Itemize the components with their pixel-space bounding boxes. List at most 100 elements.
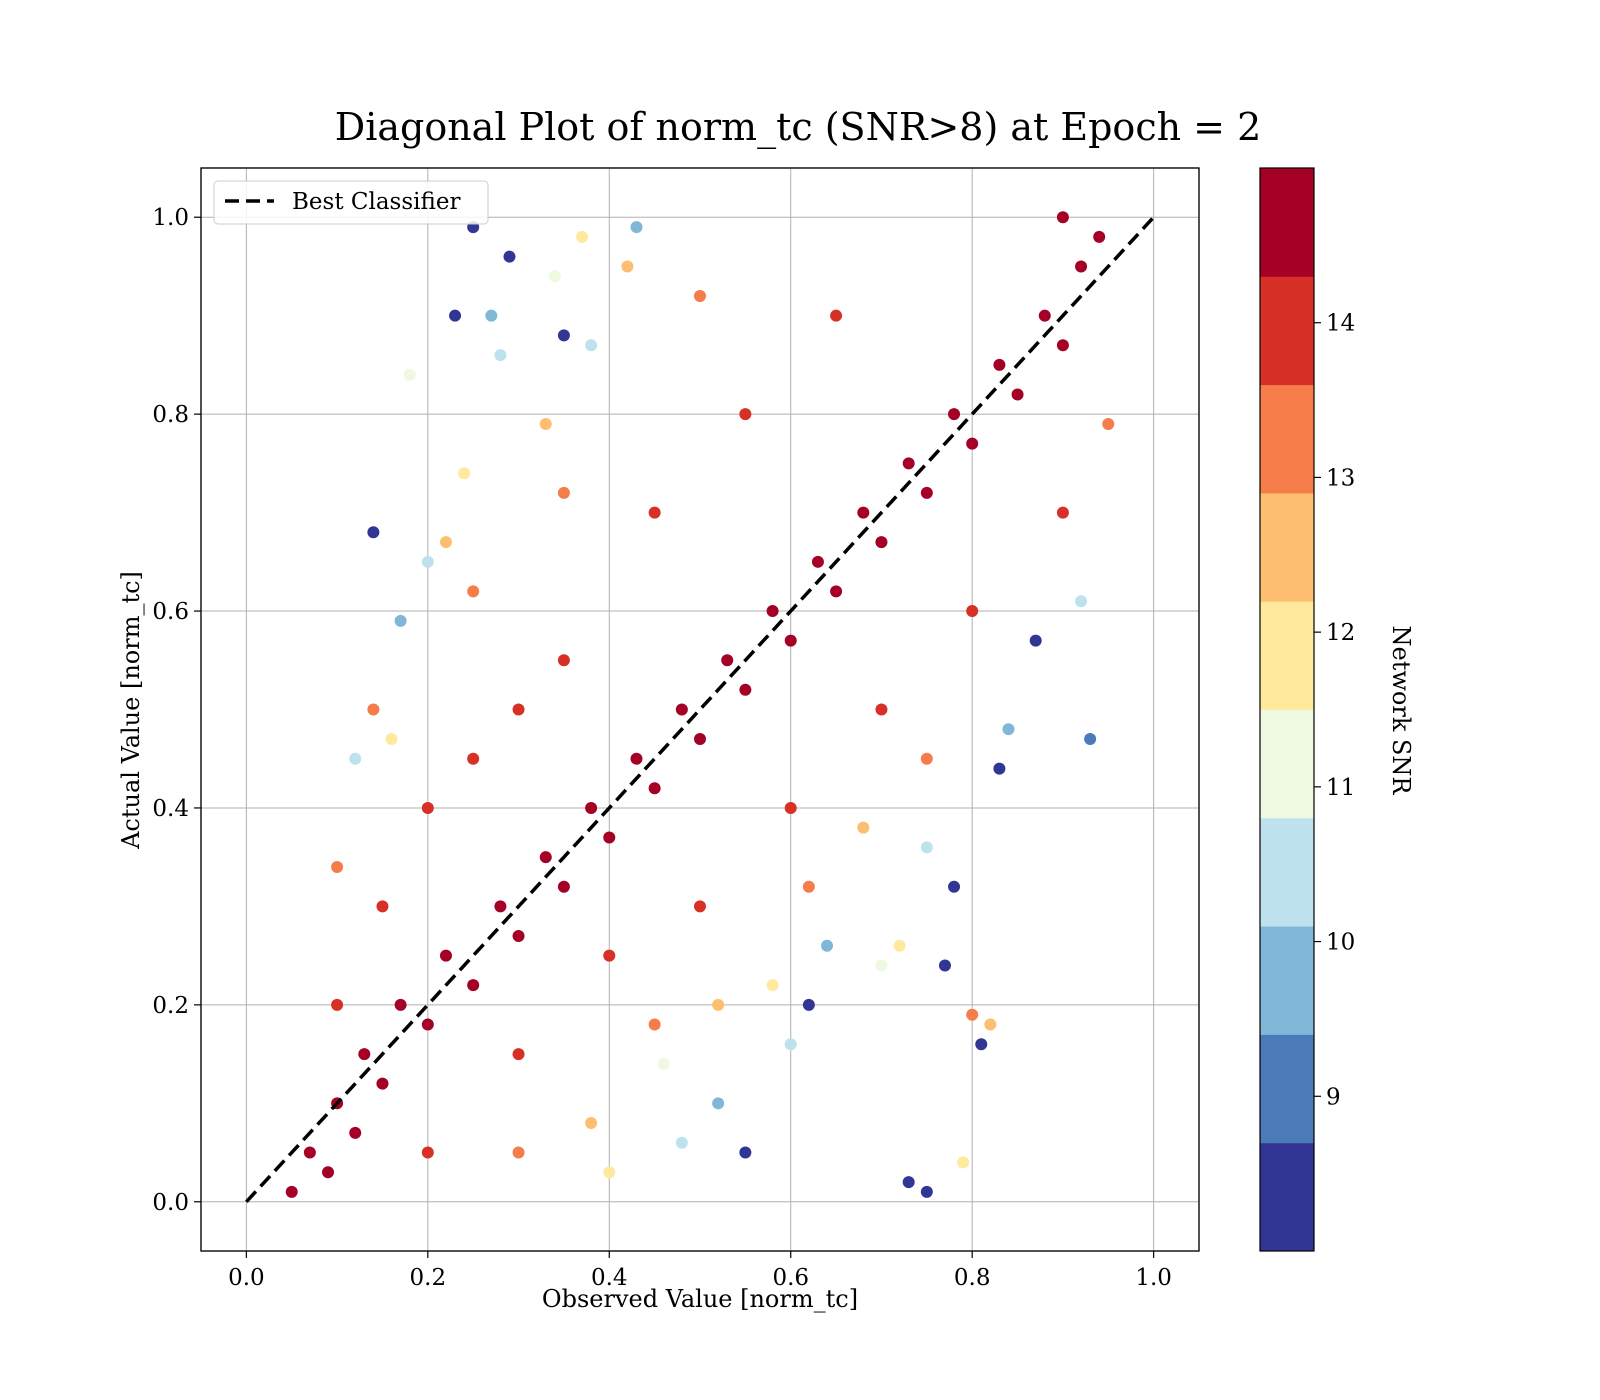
scatter-point	[449, 309, 462, 322]
scatter-point	[557, 486, 570, 499]
scatter-point	[512, 1048, 525, 1061]
scatter-point	[1002, 723, 1015, 736]
scatter-point	[694, 733, 706, 746]
scatter-point	[557, 654, 570, 667]
legend-entry-label: Best Classifier	[292, 189, 460, 215]
plot-area	[200, 167, 1200, 1252]
y-tick-label: 0.8	[152, 402, 189, 428]
colorbar-bands	[1260, 168, 1314, 1252]
scatter-point	[385, 733, 398, 746]
colorbar-band	[1260, 168, 1314, 277]
x-tick-label: 0.8	[954, 1265, 991, 1291]
scatter-point	[766, 979, 779, 992]
scatter-point	[739, 408, 752, 421]
scatter-point	[331, 998, 344, 1011]
scatter-point	[648, 506, 661, 519]
colorbar-band	[1260, 276, 1314, 386]
best-classifier-line	[245, 216, 1155, 1203]
colorbar-band	[1260, 817, 1314, 927]
scatter-point	[1075, 260, 1088, 273]
scatter-point	[957, 1156, 970, 1169]
colorbar-label: Network SNR	[1387, 626, 1415, 796]
scatter-point	[367, 526, 380, 539]
colorbar-tick-label: 13	[1326, 465, 1355, 491]
scatter-point	[811, 555, 824, 568]
scatter-point	[603, 949, 616, 962]
scatter-point	[512, 929, 525, 942]
scatter-point	[675, 1136, 688, 1149]
scatter-point	[984, 1018, 997, 1031]
scatter-point	[585, 801, 598, 814]
scatter-point	[467, 585, 480, 598]
scatter-point	[1056, 339, 1069, 352]
scatter-point	[830, 585, 843, 598]
scatter-point	[802, 998, 815, 1011]
scatter-point	[721, 654, 734, 667]
scatter-point	[739, 1146, 752, 1159]
scatter-point	[548, 270, 561, 283]
scatter-point	[766, 605, 779, 618]
scatter-point	[857, 821, 870, 834]
scatter-point	[1011, 388, 1024, 401]
scatter-point	[539, 851, 552, 864]
x-axis-label: Observed Value [norm_tc]	[542, 1285, 858, 1313]
grid	[201, 168, 1199, 1251]
x-tick-label: 0.6	[772, 1265, 809, 1291]
colorbar-band	[1260, 926, 1314, 1035]
scatter-point	[421, 555, 434, 568]
scatter-point	[739, 683, 752, 696]
scatter-point	[1056, 211, 1069, 224]
scatter-point	[394, 998, 407, 1011]
scatter-point	[1093, 230, 1106, 243]
scatter-point	[421, 1018, 434, 1031]
y-axis-label: Actual Value [norm_tc]	[117, 571, 145, 850]
scatter-point	[875, 536, 888, 549]
scatter-point	[966, 605, 979, 618]
x-tick-label: 0.4	[591, 1265, 628, 1291]
y-tick-label: 0.4	[152, 796, 189, 822]
scatter-point	[948, 408, 961, 421]
scatter-points	[285, 211, 1115, 1198]
colorbar-tick-label: 9	[1326, 1084, 1341, 1110]
scatter-point	[966, 437, 979, 450]
scatter-point	[694, 289, 706, 302]
colorbar-tick-label: 14	[1326, 311, 1355, 337]
colorbar-band	[1260, 384, 1314, 494]
colorbar-band	[1260, 601, 1314, 710]
colorbar-ticks: 9 10 11 12 13 14	[1314, 311, 1355, 1110]
scatter-point	[712, 1097, 725, 1110]
scatter-point	[376, 1077, 389, 1090]
colorbar-band	[1260, 1034, 1314, 1144]
colorbar-tick-label: 12	[1326, 620, 1355, 646]
scatter-point	[1056, 506, 1069, 519]
scatter-point	[784, 801, 797, 814]
scatter-point	[948, 880, 961, 893]
x-tick-label: 1.0	[1135, 1265, 1172, 1291]
scatter-point	[621, 260, 634, 273]
scatter-point	[902, 1176, 915, 1189]
scatter-point	[975, 1038, 988, 1051]
scatter-point	[1029, 634, 1042, 647]
x-tick-label: 0.2	[410, 1265, 447, 1291]
scatter-point	[902, 457, 915, 470]
colorbar-tick-label: 11	[1326, 775, 1355, 801]
scatter-point	[467, 752, 480, 765]
scatter-point	[494, 349, 507, 362]
scatter-point	[503, 250, 516, 263]
plot-frame-border	[200, 167, 1200, 1252]
colorbar-tick-label: 10	[1326, 930, 1355, 956]
scatter-point	[494, 900, 507, 913]
y-tick-label: 0.2	[152, 993, 189, 1019]
scatter-point	[322, 1166, 335, 1179]
x-tick-label: 0.0	[228, 1265, 265, 1291]
scatter-point	[467, 979, 480, 992]
scatter-point	[539, 417, 552, 430]
scatter-point	[603, 831, 616, 844]
colorbar: 9 10 11 12 13 14 Network SNR	[1259, 167, 1415, 1252]
scatter-point	[875, 959, 888, 972]
scatter-point	[458, 467, 471, 480]
scatter-point	[893, 939, 906, 952]
scatter-point	[920, 752, 933, 765]
scatter-point	[358, 1048, 371, 1061]
